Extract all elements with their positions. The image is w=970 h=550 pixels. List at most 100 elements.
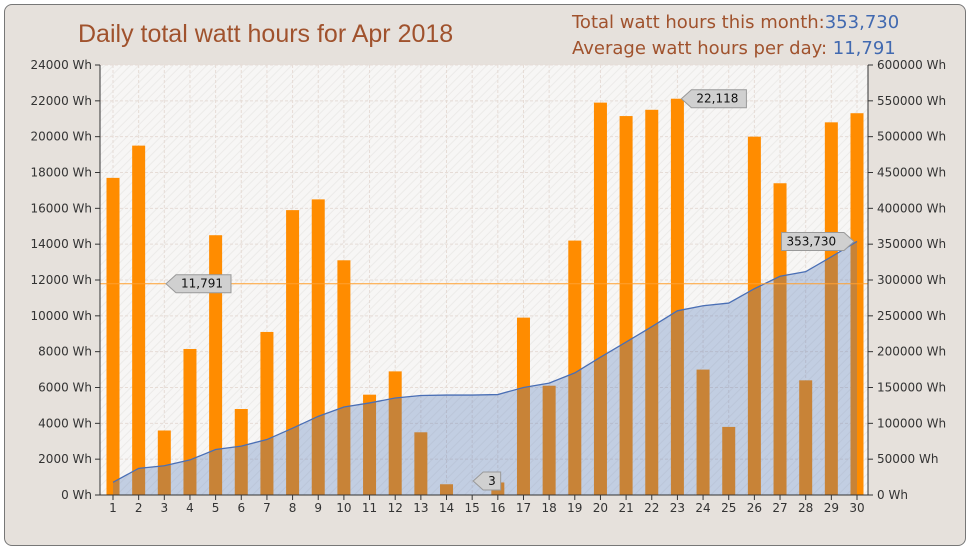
x-tick-label: 8 [289,501,297,515]
bar-day-22 [645,109,659,496]
y-left-tick-label: 2000 Wh [38,452,92,466]
y-left-tick-label: 16000 Wh [31,201,92,215]
x-tick-label: 28 [798,501,813,515]
bar-day-19 [568,240,582,495]
x-tick-label: 5 [212,501,220,515]
bar-day-9 [311,199,325,495]
x-tick-label: 18 [541,501,556,515]
x-tick-label: 16 [490,501,505,515]
bar-day-13 [414,432,428,495]
x-tick-label: 9 [314,501,322,515]
x-tick-label: 21 [618,501,633,515]
bar-day-30 [850,113,864,496]
x-tick-label: 13 [413,501,428,515]
bar-day-8 [286,210,300,495]
y-right-tick-label: 550000 Wh [877,94,946,108]
y-left-tick-label: 12000 Wh [31,273,92,287]
y-left-tick-label: 6000 Wh [38,381,92,395]
bar-day-29 [824,122,838,495]
y-left-tick-label: 14000 Wh [31,237,92,251]
y-right-tick-label: 400000 Wh [877,201,946,215]
bar-day-11 [363,394,377,495]
bar-day-10 [337,260,351,495]
avg-label: Average watt hours per day: [572,38,833,59]
total-value: 353,730 [824,12,900,33]
bar-day-25 [722,426,736,495]
x-tick-label: 20 [593,501,608,515]
x-tick-label: 26 [747,501,762,515]
bar-day-28 [799,380,813,495]
bar-day-3 [157,430,171,495]
y-left-tick-label: 22000 Wh [31,94,92,108]
y-left-tick-label: 18000 Wh [31,166,92,180]
x-tick-label: 30 [849,501,864,515]
avg-stat: Average watt hours per day: 11,791 [572,38,896,59]
x-tick-label: 29 [824,501,839,515]
y-right-tick-label: 100000 Wh [877,416,946,430]
y-right-tick-label: 600000 Wh [877,58,946,72]
x-tick-label: 10 [336,501,351,515]
bar-day-2 [132,145,146,495]
max-label-flag [680,89,747,109]
x-tick-label: 11 [362,501,377,515]
min-label: 3 [488,474,496,488]
x-tick-label: 7 [263,501,271,515]
total-stat: Total watt hours this month:353,730 [572,12,899,33]
x-tick-label: 27 [772,501,787,515]
bar-day-14 [440,484,454,495]
x-tick-label: 1 [109,501,117,515]
chart-title: Daily total watt hours for Apr 2018 [78,20,454,48]
y-left-tick-label: 8000 Wh [38,345,92,359]
bar-day-1 [106,177,120,495]
x-tick-label: 23 [670,501,685,515]
bar-day-27 [773,183,787,495]
y-left-tick-label: 0 Wh [61,488,92,502]
bar-day-21 [619,116,633,495]
bar-day-17 [516,317,530,495]
avg-label-flag [165,274,232,294]
bar-day-6 [234,409,248,495]
bar-day-12 [388,371,402,495]
x-tick-label: 25 [721,501,736,515]
avg-label: 11,791 [181,277,223,291]
x-tick-label: 12 [388,501,403,515]
total-label: Total watt hours this month: [572,12,825,33]
cumulative-line [112,240,858,483]
y-right-tick-label: 500000 Wh [877,130,946,144]
x-tick-label: 14 [439,501,454,515]
y-left-tick-label: 20000 Wh [31,130,92,144]
x-tick-label: 22 [644,501,659,515]
x-tick-label: 19 [567,501,582,515]
bar-day-7 [260,331,274,495]
y-right-tick-label: 350000 Wh [877,237,946,251]
y-right-tick-label: 50000 Wh [877,452,938,466]
y-left-tick-label: 10000 Wh [31,309,92,323]
y-right-tick-label: 250000 Wh [877,309,946,323]
bar-day-20 [593,102,607,495]
cumulative-area [113,241,857,495]
x-tick-label: 4 [186,501,194,515]
bar-day-24 [696,369,710,495]
x-tick-label: 15 [465,501,480,515]
avg-value: 11,791 [832,38,896,59]
y-right-tick-label: 150000 Wh [877,381,946,395]
x-tick-label: 2 [135,501,143,515]
x-tick-label: 17 [516,501,531,515]
bar-day-23 [670,98,684,495]
total-label: 353,730 [787,234,837,248]
y-right-tick-label: 450000 Wh [877,166,946,180]
x-tick-label: 6 [237,501,245,515]
y-right-tick-label: 300000 Wh [877,273,946,287]
x-tick-label: 24 [695,501,710,515]
y-left-tick-label: 4000 Wh [38,416,92,430]
max-label: 22,118 [696,92,738,106]
y-right-tick-label: 200000 Wh [877,345,946,359]
total-label-flag [781,231,855,251]
y-left-tick-label: 24000 Wh [31,58,92,72]
bar-day-26 [747,136,761,495]
bar-day-5 [209,235,223,496]
min-label-flag [472,471,502,491]
x-tick-label: 3 [160,501,168,515]
bar-day-18 [542,385,556,495]
